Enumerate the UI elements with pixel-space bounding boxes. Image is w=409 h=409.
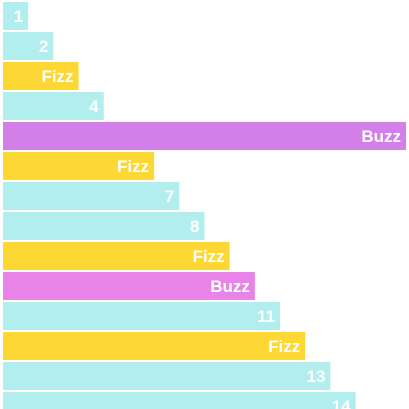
bar-label-4: 4: [89, 97, 99, 116]
bar-label-2: 2: [39, 37, 48, 56]
bar-8: [3, 212, 205, 240]
bars-group: 12 Fizz 4 Buzz Fizz 78 Fizz Buzz 11 Fizz 13 14: [3, 2, 406, 409]
bar-11: [3, 302, 281, 330]
bar-label-12: Fizz: [268, 337, 300, 356]
bar-label-3: Fizz: [41, 67, 73, 86]
bar-7: [3, 182, 180, 210]
bar-label-8: 8: [190, 217, 199, 236]
bar-label-5: Buzz: [361, 127, 401, 146]
bar-4: [3, 92, 104, 120]
bar-label-9: Fizz: [193, 247, 225, 266]
bar-9: [3, 242, 230, 270]
bar-label-7: 7: [165, 187, 174, 206]
bar-1: [3, 2, 29, 30]
bar-label-14: 14: [332, 397, 351, 409]
bar-5: [3, 122, 406, 150]
bar-13: [3, 362, 331, 390]
bar-label-6: Fizz: [117, 157, 149, 176]
bar-label-10: Buzz: [210, 277, 250, 296]
bar-6: [3, 152, 155, 180]
bar-label-11: 11: [257, 307, 275, 326]
bar-10: [3, 272, 255, 300]
bar-14: [3, 392, 356, 409]
bar-3: [3, 62, 79, 90]
bar-label-13: 13: [307, 367, 326, 386]
bar-label-1: 1: [14, 7, 23, 26]
bar-12: [3, 332, 306, 360]
bar-2: [3, 32, 54, 60]
